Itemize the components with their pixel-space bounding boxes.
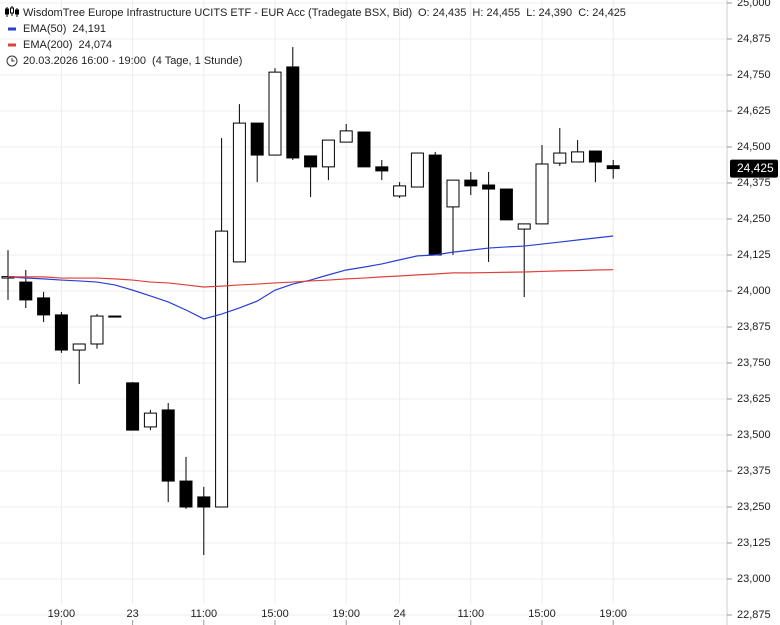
y-tick-label: 23,625 — [737, 393, 771, 405]
candle-body — [304, 155, 318, 168]
y-tick-label: 24,000 — [737, 285, 771, 297]
candle-body — [37, 297, 51, 316]
x-tick-label: 24 — [393, 608, 405, 620]
x-tick-label: 19:00 — [599, 608, 627, 620]
y-tick-label: 24,625 — [737, 105, 771, 117]
legend-name: EMA(200) — [23, 39, 73, 51]
candle-body — [72, 343, 86, 351]
x-tick-label: 15:00 — [261, 608, 289, 620]
price-tag — [730, 159, 778, 178]
candle-body — [535, 163, 549, 225]
candle-body — [126, 382, 140, 431]
candle-body — [499, 188, 513, 221]
x-tick-label: 11:00 — [457, 608, 484, 620]
candle-body — [161, 409, 175, 482]
header: WisdomTree Europe Infrastructure UCITS E… — [5, 6, 626, 67]
y-tick-label: 24,500 — [737, 141, 771, 153]
x-tick-label: 19:00 — [48, 608, 76, 620]
candle-body — [464, 179, 478, 187]
period: 20.03.2026 16:00 - 19:00 (4 Tage, 1 Stun… — [23, 55, 242, 67]
y-tick-label: 23,750 — [737, 357, 771, 369]
ema-line — [7, 235, 614, 320]
candle-body — [143, 412, 157, 428]
title: WisdomTree Europe Infrastructure UCITS E… — [23, 7, 412, 19]
legend-name: EMA(50) — [23, 23, 66, 35]
candle-body — [19, 281, 33, 301]
ema-line — [8, 269, 614, 288]
candle-body — [90, 315, 104, 345]
y-tick-label: 24,875 — [737, 33, 771, 45]
clock-icon — [6, 55, 18, 67]
y-tick-label: 23,250 — [737, 501, 771, 513]
y-tick-label: 23,000 — [737, 573, 771, 585]
x-tick-label: 23 — [126, 608, 138, 620]
y-tick-label: 25,000 — [737, 0, 771, 9]
y-tick-label: 23,125 — [737, 537, 771, 549]
y-tick-label: 22,875 — [737, 609, 771, 621]
candle-body — [393, 185, 407, 197]
price-tag-label: 24,425 — [737, 161, 774, 175]
candle-body — [375, 166, 389, 172]
candle-body — [588, 150, 602, 163]
candle-body — [606, 165, 620, 170]
candle-body — [268, 71, 282, 156]
candle-body — [54, 314, 68, 351]
y-tick-label: 23,500 — [737, 429, 771, 441]
candle-body — [179, 480, 193, 508]
y-tick-label: 24,125 — [737, 249, 771, 261]
candle-body — [232, 122, 246, 263]
candle-body — [197, 496, 211, 508]
candle-body — [517, 223, 531, 230]
candle-body — [339, 130, 353, 143]
candle-body — [482, 184, 496, 190]
candle-body — [446, 179, 460, 208]
legend-value: 24,074 — [79, 39, 113, 51]
candle-body — [250, 122, 264, 156]
ohlc-info: O: 24,435 H: 24,455 L: 24,390 C: 24,425 — [418, 7, 626, 19]
y-tick-label: 24,250 — [737, 213, 771, 225]
y-tick-label: 24,750 — [737, 69, 771, 81]
legend-value: 24,191 — [72, 23, 106, 35]
candle-body — [571, 151, 585, 163]
x-tick-label: 11:00 — [190, 608, 217, 620]
y-tick-label: 23,875 — [737, 321, 771, 333]
candle-body — [286, 66, 300, 159]
x-tick-label: 15:00 — [528, 608, 556, 620]
candle-body — [108, 315, 122, 318]
y-tick-label: 24,375 — [737, 177, 771, 189]
candle-icon — [5, 6, 19, 17]
candle-body — [410, 152, 424, 188]
candle-body — [553, 152, 567, 164]
candle-body — [428, 154, 442, 256]
x-tick-label: 19:00 — [332, 608, 360, 620]
candle-body — [215, 230, 229, 508]
y-tick-label: 23,375 — [737, 465, 771, 477]
candle-body — [321, 139, 335, 168]
candle-body — [357, 131, 371, 168]
